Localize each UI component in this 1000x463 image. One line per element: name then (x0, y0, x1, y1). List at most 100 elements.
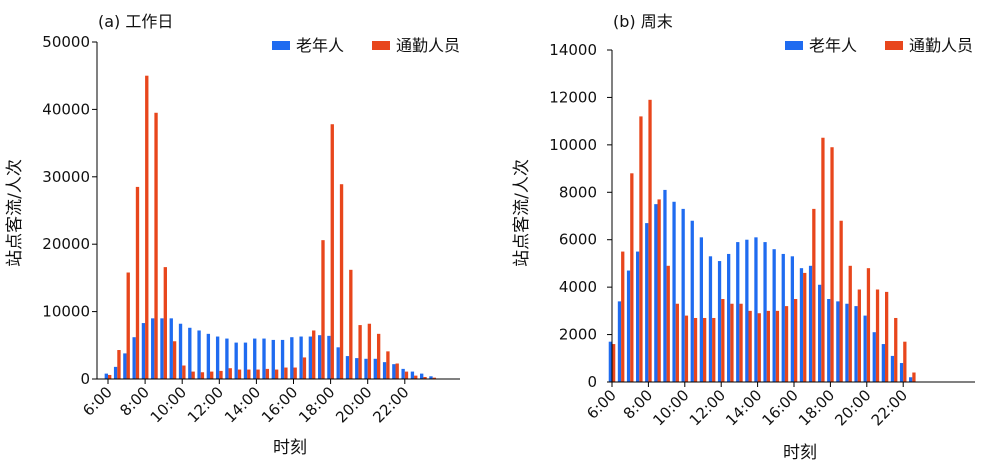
panel-a-legend-swatch-commuter (372, 41, 390, 50)
panel-a-bar-elderly-21 (299, 336, 303, 379)
panel-b-bar-elderly-2 (626, 270, 631, 382)
panel-b-bar-elderly-7 (672, 201, 676, 382)
panel-a-x-tick-label-5: 16:00 (258, 383, 301, 426)
panel-a-bar-commuter-17 (265, 368, 270, 379)
panel-b-bar-elderly-12 (717, 261, 722, 382)
panel-a-bar-elderly-35 (429, 376, 433, 379)
panel-a-y-tick-label-4: 40000 (42, 100, 90, 118)
panel-a-bar-commuter-13 (228, 368, 232, 379)
panel-a-bar-commuter-7 (172, 341, 177, 379)
panel-b-bar-commuter-22 (812, 208, 816, 382)
panel-a-bar-commuter-28 (367, 323, 372, 379)
panel-a-bar-elderly-31 (392, 364, 396, 379)
panel-a-bar-commuter-25 (339, 184, 344, 379)
panel-b-bar-elderly-16 (754, 237, 758, 382)
panel-a-bar-commuter-16 (256, 369, 260, 379)
panel-b-x-tick-label-0: 6:00 (583, 386, 620, 423)
panel-a-bar-commuter-1 (117, 350, 121, 379)
panel-b-bar-elderly-6 (663, 189, 667, 382)
panel-a-bar-elderly-20 (290, 337, 294, 379)
panel-b-bar-commuter-8 (684, 315, 689, 382)
panel-a-bar-elderly-27 (355, 358, 359, 379)
panel-a-x-tick-label-0: 6:00 (79, 383, 116, 420)
panel-a-x-tick-label-4: 14:00 (221, 383, 264, 426)
panel-b-bar-elderly-23 (818, 284, 822, 382)
panel-a-y-tick-label-2: 20000 (42, 235, 90, 253)
panel-a-bar-commuter-27 (358, 325, 362, 379)
panel-a-legend-label-elderly: 老年人 (296, 36, 344, 55)
panel-a-x-tick-label-3: 12:00 (184, 383, 227, 426)
panel-a-bar-elderly-12 (215, 336, 220, 379)
panel-a-bar-commuter-3 (135, 186, 140, 379)
panel-a-bar-commuter-29 (376, 333, 381, 379)
panel-a-bar-commuter-23 (321, 240, 325, 379)
panel-a-bar-elderly-16 (253, 338, 257, 379)
panel-a-bar-commuter-11 (210, 371, 214, 379)
panel-b-bar-commuter-27 (857, 289, 861, 382)
panel-b-bar-elderly-10 (699, 237, 703, 382)
panel-a-bar-commuter-8 (182, 365, 186, 379)
panel-a-bar-elderly-3 (132, 337, 136, 379)
panel-a-bar-elderly-0 (104, 373, 108, 379)
panel-b-y-tick-label-5: 10000 (549, 136, 597, 154)
panel-a-bar-elderly-17 (262, 338, 266, 379)
panel-b-bar-commuter-14 (739, 303, 743, 382)
panel-b-bar-commuter-24 (830, 147, 834, 382)
panel-b-bar-elderly-21 (799, 268, 804, 382)
panel-b-y-tick-label-0: 0 (587, 373, 597, 391)
panel-a-bar-commuter-34 (423, 376, 427, 379)
panel-b-title: (b) 周末 (613, 12, 673, 31)
panel-a-bar-commuter-10 (200, 372, 205, 379)
panel-b-chart: (b) 周末 时刻 站点客流/人次 老年人 通勤人员 0 2000 4000 6000… (512, 12, 975, 463)
panel-b-bar-elderly-25 (836, 301, 840, 382)
panel-b-bar-commuter-30 (885, 291, 889, 382)
panel-a-legend: 老年人 通勤人员 (272, 36, 460, 55)
panel-a-legend-label-commuter: 通勤人员 (396, 36, 460, 55)
panel-b-bar-elderly-31 (890, 355, 895, 382)
panel-b-legend-swatch-commuter (885, 41, 903, 50)
panel-a-bar-elderly-25 (336, 347, 340, 379)
panel-b-bar-elderly-20 (790, 256, 794, 382)
panel-a-bar-commuter-19 (284, 367, 288, 379)
panel-b-bar-elderly-22 (808, 265, 813, 382)
panel-a-y-tick-label-3: 30000 (42, 168, 90, 186)
panel-b-bar-elderly-29 (872, 332, 876, 382)
panel-a-bar-elderly-2 (123, 353, 127, 379)
panel-a-bar-elderly-14 (234, 342, 238, 379)
panel-a-x-tick-label-8: 22:00 (369, 383, 412, 426)
panel-b-x-tick-label-5: 16:00 (759, 386, 802, 429)
panel-b-bar-commuter-11 (712, 317, 716, 382)
panel-a-bar-elderly-34 (420, 373, 424, 379)
panel-b-y-tick-label-4: 8000 (559, 183, 597, 201)
panel-a-bar-elderly-7 (169, 318, 173, 379)
panel-a-bar-commuter-30 (386, 351, 390, 379)
panel-a-bar-elderly-15 (243, 342, 248, 379)
panel-b-bar-commuter-13 (730, 303, 734, 382)
panel-b-y-tick-label-7: 14000 (549, 41, 597, 59)
panel-a-bar-elderly-28 (364, 358, 368, 379)
panel-b-bar-elderly-3 (636, 251, 640, 382)
panel-a-y-tick-label-0: 0 (80, 370, 90, 388)
panel-a-bar-commuter-5 (154, 112, 158, 380)
panel-b-bar-commuter-28 (866, 268, 871, 382)
panel-a-bar-commuter-0 (108, 374, 112, 379)
panel-b-bar-commuter-4 (648, 99, 652, 383)
panel-a-bar-commuter-4 (145, 75, 149, 379)
panel-a-bar-elderly-33 (410, 371, 415, 379)
panel-a-bar-commuter-24 (330, 124, 334, 379)
panel-b-bar-elderly-18 (772, 249, 776, 382)
panel-a-bar-commuter-21 (302, 357, 307, 379)
panel-b-bar-elderly-14 (736, 242, 740, 382)
panel-b-bar-commuter-3 (639, 116, 643, 383)
panel-b-x-tick-label-2: 10:00 (649, 386, 692, 429)
panel-a-bar-elderly-22 (308, 336, 313, 379)
panel-a-title: (a) 工作日 (98, 12, 173, 31)
panel-b-bar-commuter-29 (875, 289, 880, 382)
panel-a-bar-commuter-12 (219, 370, 223, 379)
panel-a-bar-elderly-24 (327, 335, 331, 379)
panel-b-bar-elderly-27 (854, 306, 858, 382)
panel-a-bar-commuter-15 (247, 369, 251, 379)
panel-b-bar-commuter-26 (848, 265, 852, 382)
panel-b-bar-commuter-33 (912, 372, 916, 382)
panel-a-bar-commuter-20 (293, 367, 297, 379)
